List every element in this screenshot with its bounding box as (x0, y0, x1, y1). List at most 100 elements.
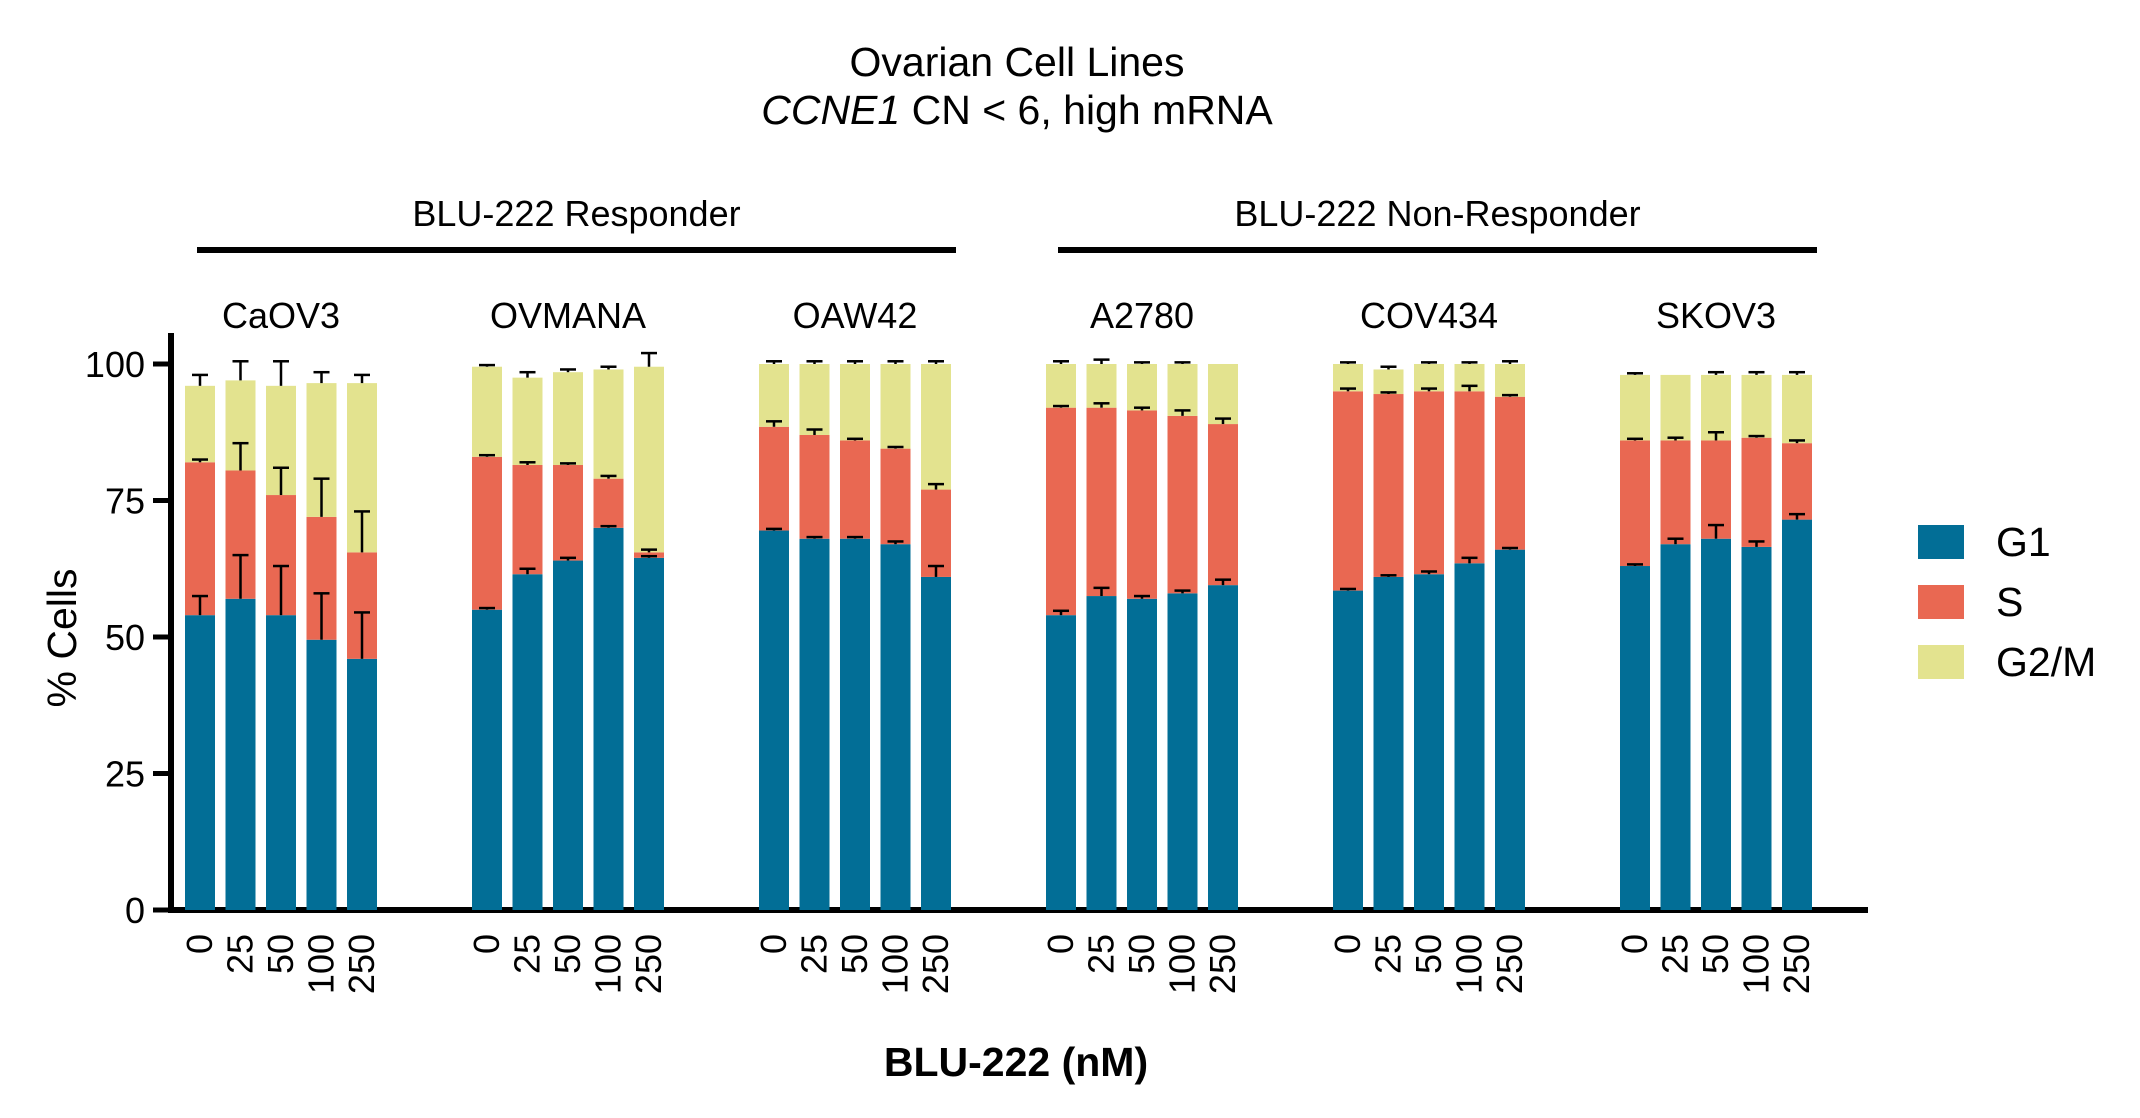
legend-label: G2/M (1996, 639, 2096, 685)
bar-g2m-segment (185, 385, 215, 463)
x-tick-label: 0 (466, 934, 507, 954)
bar-g1-segment (840, 538, 870, 910)
bar-g2m-segment (880, 364, 911, 449)
bar-s-segment (1127, 410, 1157, 599)
bar-s-segment (185, 462, 215, 616)
x-tick-label: 0 (753, 934, 794, 954)
legend-swatch (1918, 645, 1964, 679)
bar-s-segment (921, 489, 951, 577)
y-tick-label: 75 (105, 481, 145, 522)
bar-s-segment (1333, 391, 1363, 591)
bar-s-segment (1086, 407, 1117, 597)
bar-s-segment (472, 456, 502, 610)
bar-s-segment (1620, 440, 1650, 567)
x-tick-label: 50 (1121, 934, 1162, 974)
x-tick-label: 50 (1408, 934, 1449, 974)
x-tick-label: 100 (1736, 934, 1777, 994)
bar-g1-segment (347, 658, 377, 910)
bar-s-segment (1414, 391, 1444, 575)
bar-s-segment (1208, 424, 1238, 586)
x-tick-label: 25 (1081, 934, 1122, 974)
bar-g2m-segment (1620, 374, 1650, 441)
bar-g1-segment (472, 609, 502, 910)
bar-g2m-segment (512, 377, 543, 466)
bar-g2m-segment (1701, 374, 1731, 441)
bar-g2m-segment (1414, 364, 1444, 392)
x-tick-label: 250 (341, 934, 382, 994)
bar-s-segment (1701, 440, 1731, 539)
bar-g1-segment (634, 557, 664, 910)
legend-swatch (1918, 525, 1964, 559)
bar-g2m-segment (1086, 364, 1117, 408)
bar-g1-segment (1333, 590, 1363, 910)
cell-line-label: SKOV3 (1656, 295, 1776, 336)
x-tick-label: 25 (794, 934, 835, 974)
bar-g1-segment (1620, 566, 1650, 910)
bar-g1-segment (1741, 546, 1772, 910)
bar-g1-segment (880, 544, 911, 910)
x-tick-label: 100 (1162, 934, 1203, 994)
bar-g1-segment (1454, 563, 1485, 910)
bar-g2m-segment (1208, 364, 1238, 425)
bar-g1-segment (553, 560, 583, 910)
bar-s-segment (1741, 437, 1772, 547)
bar-g1-segment (306, 639, 337, 910)
bar-g1-segment (185, 615, 215, 910)
bar-s-segment (759, 426, 789, 531)
x-tick-label: 100 (588, 934, 629, 994)
x-tick-label: 25 (1368, 934, 1409, 974)
bar-g2m-segment (921, 364, 951, 490)
bar-g2m-segment (799, 364, 830, 435)
bar-g2m-segment (1127, 364, 1157, 411)
bar-s-segment (880, 448, 911, 545)
chart-subtitle: CCNE1 CN < 6, high mRNA (761, 87, 1273, 133)
bar-s-segment (840, 440, 870, 539)
bar-g1-segment (1495, 549, 1525, 910)
bar-g1-segment (759, 530, 789, 910)
x-tick-label: 250 (1489, 934, 1530, 994)
chart-title: Ovarian Cell Lines (850, 39, 1185, 85)
bar-g1-segment (225, 598, 256, 910)
x-tick-label: 250 (1776, 934, 1817, 994)
bar-g1-segment (1414, 574, 1444, 910)
bar-g1-segment (1373, 576, 1404, 910)
bar-g2m-segment (1333, 364, 1363, 392)
bar-g2m-segment (840, 364, 870, 441)
bar-g2m-segment (472, 366, 502, 457)
y-tick-label: 25 (105, 754, 145, 795)
bar-g1-segment (799, 538, 830, 910)
x-tick-label: 50 (834, 934, 875, 974)
bar-g2m-segment (1046, 364, 1076, 408)
legend-label: S (1996, 579, 2023, 625)
y-tick-label: 0 (125, 890, 145, 931)
legend-swatch (1918, 585, 1964, 619)
bar-g1-segment (1167, 593, 1198, 910)
bar-s-segment (1167, 415, 1198, 594)
x-tick-label: 100 (875, 934, 916, 994)
bar-g2m-segment (553, 372, 583, 466)
x-tick-label: 0 (1327, 934, 1368, 954)
y-tick-label: 50 (105, 617, 145, 658)
legend-label: G1 (1996, 519, 2051, 565)
bar-s-segment (1373, 394, 1404, 577)
x-tick-label: 25 (1655, 934, 1696, 974)
bar-g2m-segment (593, 369, 624, 479)
x-axis-label: BLU-222 (nM) (884, 1039, 1148, 1085)
x-tick-label: 0 (1040, 934, 1081, 954)
x-tick-label: 50 (547, 934, 588, 974)
bar-g2m-segment (1660, 374, 1691, 441)
bar-g1-segment (512, 574, 543, 910)
cell-line-label: A2780 (1090, 295, 1194, 336)
bar-s-segment (593, 478, 624, 528)
x-tick-label: 250 (915, 934, 956, 994)
bar-g1-segment (1046, 615, 1076, 910)
bar-g1-segment (1782, 519, 1812, 910)
bar-g2m-segment (1782, 374, 1812, 444)
bar-g2m-segment (1167, 364, 1198, 416)
bar-s-segment (553, 465, 583, 561)
x-tick-label: 50 (1695, 934, 1736, 974)
x-tick-label: 100 (301, 934, 342, 994)
bar-g1-segment (1127, 598, 1157, 910)
bar-g2m-segment (759, 364, 789, 427)
